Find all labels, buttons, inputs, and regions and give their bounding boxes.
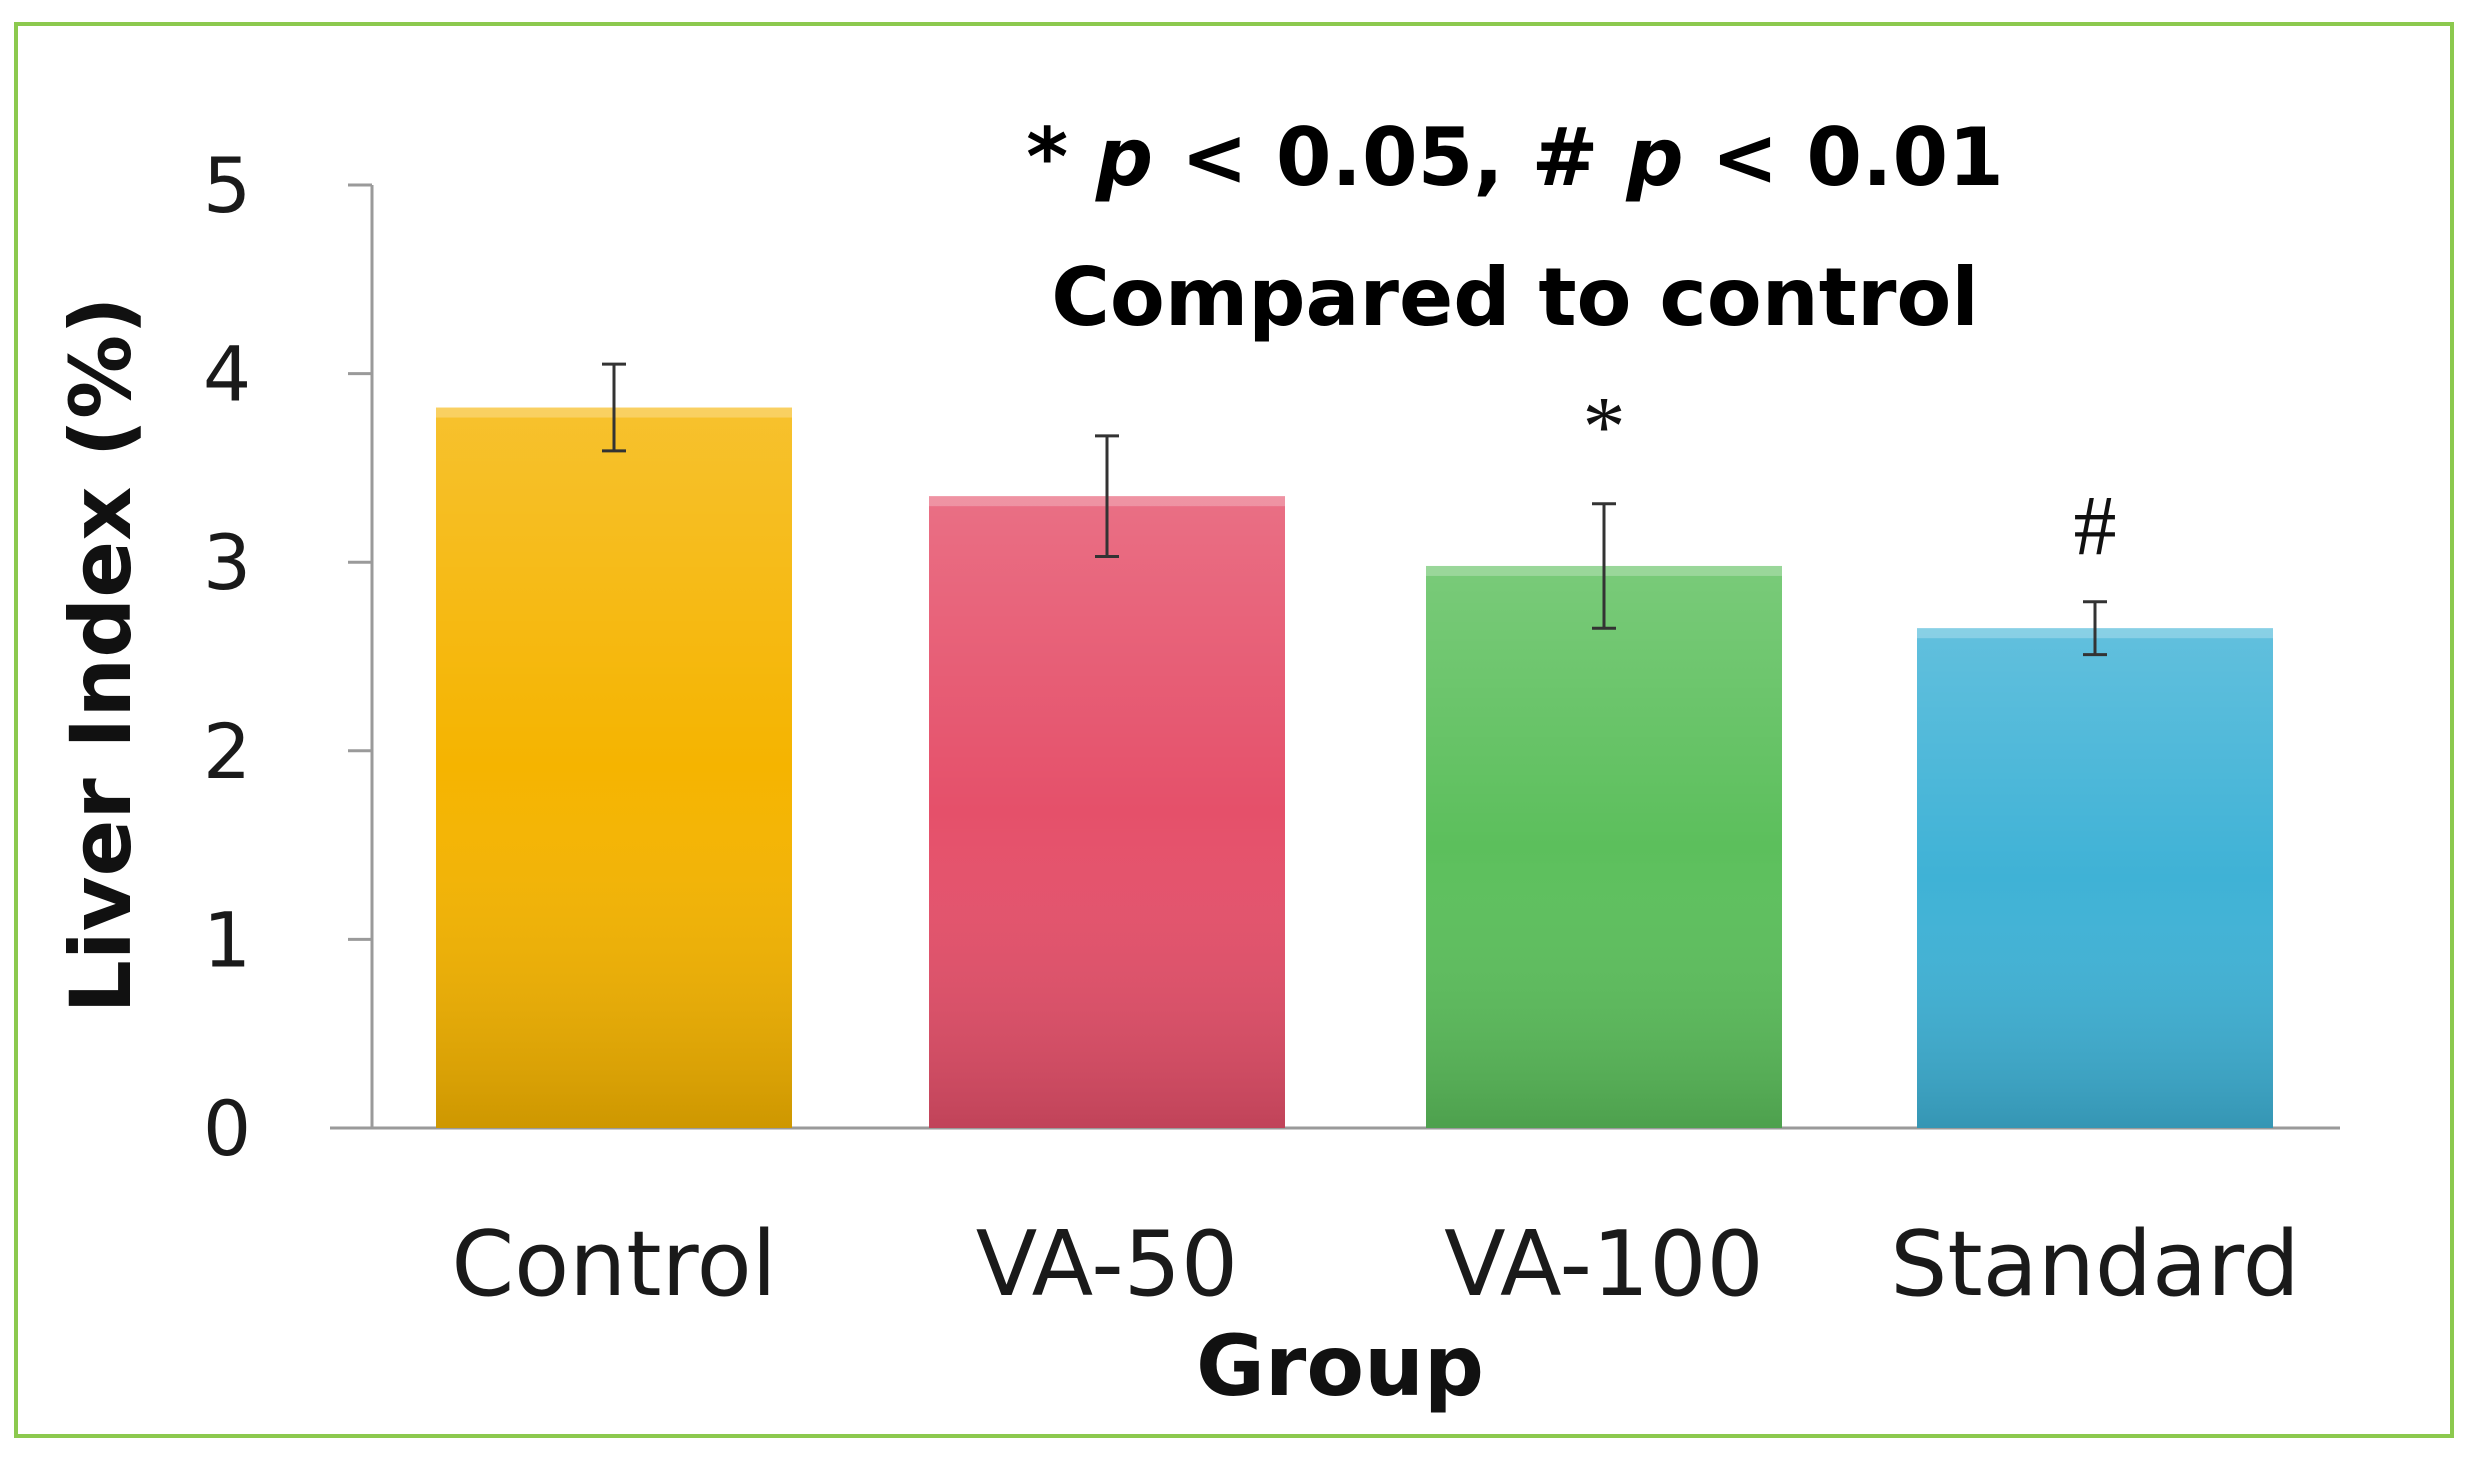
y-tick-label: 1 — [203, 895, 251, 984]
note-part-italic: p — [1625, 111, 1683, 204]
bar-shading — [436, 407, 792, 1129]
comparison-note: Compared to control — [1051, 251, 1979, 344]
note-part: < 0.01 — [1684, 111, 2004, 204]
y-tick-label: 0 — [203, 1084, 251, 1173]
category-label: Standard — [1890, 1212, 2299, 1317]
note-part-italic: p — [1095, 111, 1153, 204]
significance-mark: # — [2074, 477, 2117, 573]
bar-shading — [929, 496, 1285, 1128]
y-tick-label: 3 — [203, 518, 251, 607]
bar-shading — [1426, 565, 1782, 1128]
category-labels: Control VA-50 VA-100 Standard — [451, 1212, 2299, 1317]
y-ticks: 0 1 2 3 4 5 — [203, 141, 372, 1173]
note-part: < 0.05, # — [1153, 111, 1626, 204]
y-axis-title: Liver Index (%) — [52, 296, 150, 1013]
category-label: VA-100 — [1444, 1212, 1764, 1317]
note-part: * — [1026, 111, 1096, 204]
significance-note: * p < 0.05, # p < 0.01 — [1026, 111, 2004, 204]
bar-shading — [1917, 628, 2273, 1128]
category-label: Control — [451, 1212, 776, 1317]
y-tick-label: 2 — [203, 707, 251, 796]
category-label: VA-50 — [976, 1212, 1238, 1317]
bars — [436, 407, 2273, 1129]
x-axis-title: Group — [1196, 1317, 1484, 1415]
y-tick-label: 4 — [203, 330, 251, 419]
significance-mark: * — [1583, 379, 1626, 475]
significance-marks: *# — [1583, 379, 2117, 573]
y-tick-label: 5 — [203, 141, 251, 230]
error-bars — [602, 362, 2107, 657]
